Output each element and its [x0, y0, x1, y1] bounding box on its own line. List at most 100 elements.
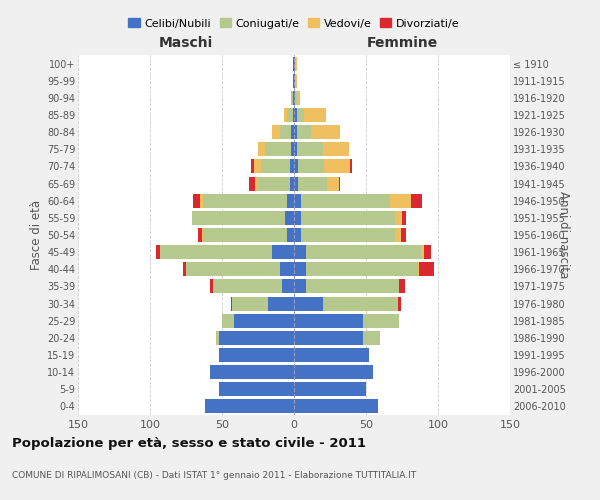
- Bar: [219, 331, 294, 345]
- Bar: [297, 125, 311, 139]
- Bar: [160, 245, 272, 259]
- Bar: [214, 280, 283, 293]
- Bar: [297, 91, 300, 105]
- Bar: [294, 382, 366, 396]
- Bar: [200, 194, 203, 207]
- Bar: [222, 314, 233, 328]
- Bar: [294, 331, 363, 345]
- Text: Maschi: Maschi: [159, 36, 213, 50]
- Bar: [183, 262, 186, 276]
- Bar: [258, 176, 290, 190]
- Bar: [301, 228, 395, 242]
- Bar: [295, 74, 297, 88]
- Bar: [219, 382, 294, 396]
- Bar: [324, 160, 350, 173]
- Bar: [197, 228, 202, 242]
- Bar: [290, 176, 294, 190]
- Bar: [284, 108, 287, 122]
- Bar: [291, 142, 294, 156]
- Text: COMUNE DI RIPALIMOSANI (CB) - Dati ISTAT 1° gennaio 2011 - Elaborazione TUTTITAL: COMUNE DI RIPALIMOSANI (CB) - Dati ISTAT…: [12, 471, 416, 480]
- Bar: [295, 56, 297, 70]
- Bar: [251, 160, 254, 173]
- Bar: [202, 228, 203, 242]
- Bar: [305, 280, 399, 293]
- Bar: [203, 228, 287, 242]
- Bar: [287, 194, 294, 207]
- Bar: [350, 160, 352, 173]
- Bar: [294, 280, 305, 293]
- Bar: [294, 228, 301, 242]
- Bar: [391, 194, 410, 207]
- Bar: [298, 176, 327, 190]
- Bar: [291, 91, 293, 105]
- Bar: [193, 194, 200, 207]
- Bar: [297, 108, 304, 122]
- Bar: [294, 160, 298, 173]
- Bar: [294, 245, 305, 259]
- Bar: [186, 262, 280, 276]
- Bar: [327, 176, 338, 190]
- Legend: Celibi/Nubili, Coniugati/e, Vedovi/e, Divorziati/e: Celibi/Nubili, Coniugati/e, Vedovi/e, Di…: [124, 14, 464, 33]
- Bar: [294, 400, 377, 413]
- Bar: [304, 108, 326, 122]
- Bar: [265, 142, 291, 156]
- Bar: [410, 194, 422, 207]
- Bar: [294, 365, 373, 379]
- Bar: [255, 176, 258, 190]
- Bar: [338, 176, 340, 190]
- Bar: [421, 245, 424, 259]
- Bar: [294, 262, 305, 276]
- Bar: [272, 245, 294, 259]
- Bar: [280, 125, 291, 139]
- Bar: [203, 194, 287, 207]
- Bar: [401, 228, 406, 242]
- Bar: [293, 108, 294, 122]
- Bar: [232, 296, 268, 310]
- Bar: [301, 194, 391, 207]
- Bar: [293, 74, 294, 88]
- Bar: [294, 348, 369, 362]
- Bar: [250, 176, 255, 190]
- Bar: [294, 91, 295, 105]
- Bar: [258, 142, 265, 156]
- Bar: [293, 91, 294, 105]
- Bar: [301, 211, 395, 225]
- Bar: [233, 314, 294, 328]
- Bar: [280, 262, 294, 276]
- Text: Femmine: Femmine: [367, 36, 437, 50]
- Bar: [323, 296, 398, 310]
- Bar: [395, 211, 402, 225]
- Bar: [230, 296, 232, 310]
- Bar: [402, 211, 406, 225]
- Bar: [294, 56, 295, 70]
- Bar: [294, 211, 301, 225]
- Bar: [205, 400, 294, 413]
- Bar: [294, 108, 297, 122]
- Bar: [305, 262, 418, 276]
- Bar: [418, 262, 419, 276]
- Bar: [261, 160, 290, 173]
- Bar: [291, 125, 294, 139]
- Bar: [398, 296, 401, 310]
- Bar: [363, 331, 380, 345]
- Bar: [211, 365, 294, 379]
- Bar: [283, 280, 294, 293]
- Bar: [297, 142, 323, 156]
- Bar: [254, 160, 261, 173]
- Bar: [156, 245, 160, 259]
- Bar: [294, 314, 363, 328]
- Bar: [298, 160, 324, 173]
- Bar: [323, 142, 349, 156]
- Bar: [211, 280, 214, 293]
- Bar: [272, 125, 280, 139]
- Bar: [294, 74, 295, 88]
- Bar: [311, 125, 340, 139]
- Bar: [294, 194, 301, 207]
- Bar: [287, 108, 293, 122]
- Bar: [192, 211, 286, 225]
- Bar: [295, 91, 297, 105]
- Bar: [216, 331, 219, 345]
- Bar: [294, 125, 297, 139]
- Bar: [294, 176, 298, 190]
- Y-axis label: Fasce di età: Fasce di età: [29, 200, 43, 270]
